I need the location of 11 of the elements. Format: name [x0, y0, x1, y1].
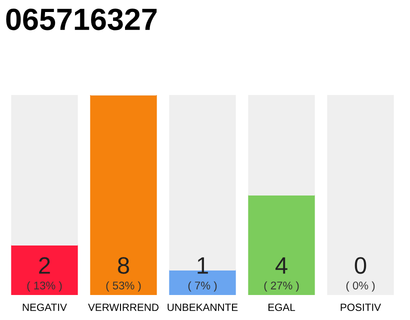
x-tick-label: EGAL [268, 304, 296, 311]
data-label: 2 ( 13% ) [27, 257, 62, 292]
x-tick-label: POSITIV [340, 304, 382, 311]
data-label: 1 ( 7% ) [188, 257, 217, 292]
chart-title: 065716327 [6, 8, 157, 30]
data-label: 4 ( 27% ) [264, 257, 299, 292]
x-tick-label: VERWIRREND [88, 304, 158, 311]
x-tick-label: UNBEKANNTE [168, 304, 238, 311]
data-label: 8 ( 53% ) [106, 257, 141, 292]
data-label: 0 ( 0% ) [346, 257, 375, 292]
x-tick-label: NEGATIV [22, 304, 67, 311]
